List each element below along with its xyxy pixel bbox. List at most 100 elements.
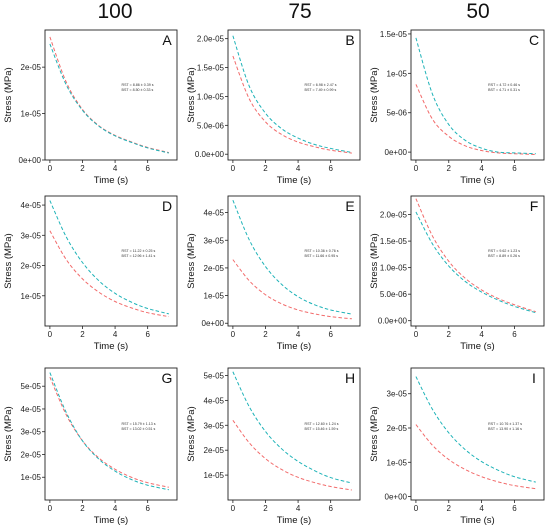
x-axis-label: Time (s) (460, 341, 494, 352)
y-tick-label: 4e-05 (204, 396, 225, 405)
plot-frame (44, 367, 178, 501)
y-tick-label: 5e-05 (21, 382, 42, 391)
fit-annotation: RST = 6.98 ± 2.47 s (305, 83, 337, 87)
series-line-red (232, 55, 352, 154)
x-tick-label: 4 (479, 504, 484, 513)
series-line-cyan (415, 37, 536, 155)
chart-panel-i: 0 2 4 6 0e+00 1e-05 2e-05 3e-05 Time (s) Stress (… (369, 367, 545, 526)
fit-annotation: BST = 7.49 ± 0.99 s (305, 88, 337, 92)
fit-annotation: RST = 8.86 ± 0.39 s (122, 83, 154, 87)
fit-annotation: BST = 4.71 ± 0.31 s (488, 88, 520, 92)
y-axis-label: Stress (MPa) (186, 233, 197, 288)
y-tick-label: 0.0e+00 (378, 317, 408, 326)
y-axis-label: Stress (MPa) (369, 406, 380, 461)
y-tick-label: 1e-05 (204, 471, 225, 480)
series-line-red (415, 84, 536, 155)
panel-letter: E (345, 198, 354, 214)
y-tick-label: 1e-05 (387, 69, 408, 78)
fit-annotation: RST = 11.22 ± 0.25 s (122, 249, 156, 253)
x-tick-label: 6 (512, 164, 517, 173)
x-tick-label: 4 (113, 164, 118, 173)
series-line-cyan (232, 35, 352, 153)
fit-annotation: BST = 15.46 ± 1.59 s (305, 427, 339, 431)
panel-letter: F (530, 198, 539, 214)
x-axis-label: Time (s) (94, 515, 128, 526)
y-tick-label: 0.0e+00 (195, 150, 225, 159)
y-axis-label: Stress (MPa) (3, 233, 14, 288)
y-tick-label: 0e+00 (385, 493, 408, 502)
fit-annotation: RST = 10.36 ± 0.76 s (305, 249, 339, 253)
chart-panel-b: 0 2 4 6 0.0e+00 5.0e-06 1.0e-05 1.5e-05 2.0e-05 T… (186, 29, 361, 186)
fit-annotation: BST = 13.90 ± 1.16 s (488, 427, 522, 431)
fit-annotation: BST = 13.02 ± 0.51 s (122, 427, 156, 431)
y-tick-label: 2e-05 (21, 63, 42, 72)
y-tick-label: 1.5e-05 (197, 64, 225, 73)
y-tick-label: 1e-05 (21, 110, 42, 119)
x-axis-label: Time (s) (94, 175, 128, 186)
fit-annotation: BST = 8.89 ± 0.26 s (488, 254, 520, 258)
column-header-50: 50 (466, 0, 490, 23)
panel-letter: G (162, 370, 173, 386)
y-tick-label: 2e-05 (204, 446, 225, 455)
x-tick-label: 2 (80, 504, 85, 513)
series-line-cyan (415, 211, 536, 314)
x-tick-label: 0 (48, 164, 53, 173)
y-tick-label: 1.0e-05 (380, 264, 408, 273)
series-line-red (415, 424, 536, 490)
chart-panel-e: 0 2 4 6 0e+00 1e-05 2e-05 3e-05 4e-05 Time (s) Str… (186, 195, 361, 352)
chart-panel-c: 0 2 4 6 0e+00 5e-06 1e-05 1.5e-05 Time (s) Stress… (369, 29, 545, 186)
x-axis-label: Time (s) (277, 341, 311, 352)
series-line-cyan (232, 199, 352, 315)
chart-panel-d: 0 2 4 6 1e-05 2e-05 3e-05 4e-05 Time (s) Stress (… (3, 195, 178, 352)
x-tick-label: 6 (512, 504, 517, 513)
panel-letter: D (162, 198, 172, 214)
x-tick-label: 0 (231, 164, 236, 173)
x-tick-label: 2 (447, 330, 452, 339)
plot-frame (410, 29, 545, 161)
plot-frame (227, 195, 361, 327)
x-tick-label: 0 (48, 330, 53, 339)
plot-frame (44, 195, 178, 327)
plot-frame (410, 195, 545, 327)
x-axis-label: Time (s) (94, 341, 128, 352)
x-tick-label: 6 (145, 164, 150, 173)
fit-annotation: BST = 11.66 ± 0.95 s (305, 254, 339, 258)
panel-letter: H (345, 370, 355, 386)
x-tick-label: 6 (328, 330, 333, 339)
y-tick-label: 3e-05 (387, 390, 408, 399)
fit-annotation: RST = 9.62 ± 1.23 s (488, 249, 520, 253)
x-tick-label: 4 (479, 330, 484, 339)
series-line-red (232, 420, 352, 491)
y-tick-label: 1.5e-05 (380, 237, 408, 246)
fit-annotation: RST = 15.79 ± 1.13 s (122, 422, 156, 426)
plot-frame (410, 367, 545, 501)
series-line-cyan (415, 376, 536, 483)
x-tick-label: 4 (296, 504, 301, 513)
x-tick-label: 0 (414, 504, 419, 513)
y-axis-label: Stress (MPa) (369, 233, 380, 288)
fit-annotation: BST = 8.50 ± 0.33 s (122, 88, 154, 92)
x-tick-label: 0 (231, 504, 236, 513)
y-axis-label: Stress (MPa) (3, 67, 14, 122)
y-tick-label: 1e-05 (21, 292, 42, 301)
x-tick-label: 2 (80, 164, 85, 173)
y-tick-label: 0e+00 (202, 319, 225, 328)
panel-letter: I (532, 370, 536, 386)
panel-letter: C (529, 32, 539, 48)
x-tick-label: 0 (48, 504, 53, 513)
y-axis-label: Stress (MPa) (369, 67, 380, 122)
x-tick-label: 6 (145, 504, 150, 513)
y-tick-label: 2e-05 (21, 262, 42, 271)
y-tick-label: 2.0e-05 (380, 211, 408, 220)
series-line-cyan (232, 371, 352, 484)
y-tick-label: 3e-05 (204, 236, 225, 245)
y-tick-label: 1e-05 (387, 458, 408, 467)
x-axis-label: Time (s) (460, 175, 494, 186)
x-tick-label: 2 (263, 164, 268, 173)
x-tick-label: 4 (113, 504, 118, 513)
fit-annotation: RST = 10.76 ± 1.37 s (488, 422, 522, 426)
y-tick-label: 5.0e-06 (197, 121, 225, 130)
series-line-cyan (49, 372, 169, 491)
y-tick-label: 4e-05 (204, 209, 225, 218)
y-tick-label: 5.0e-06 (380, 290, 408, 299)
